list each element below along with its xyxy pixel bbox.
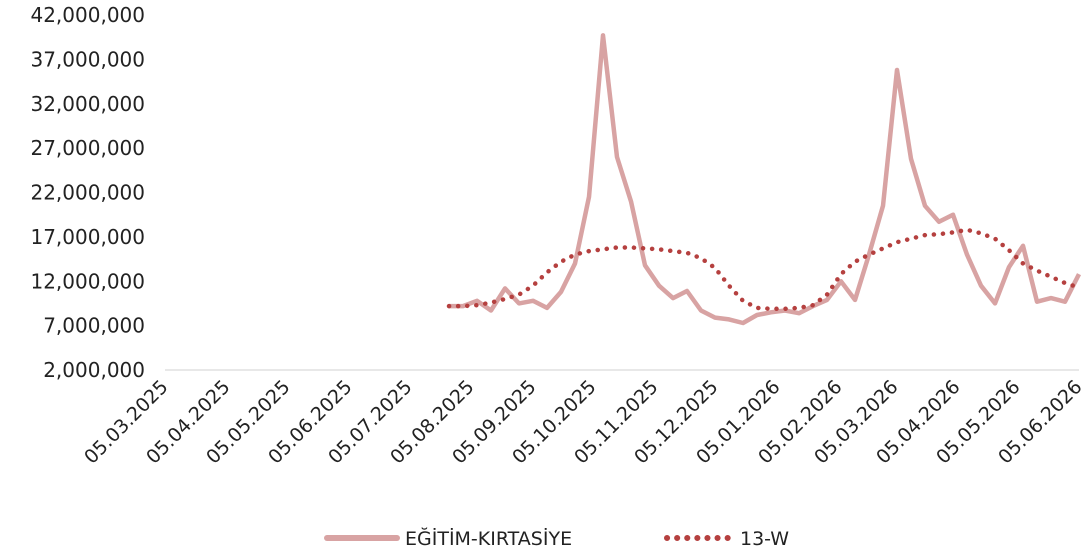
x-axis: 05.03.202505.04.202505.05.202505.06.2025… (80, 376, 1086, 468)
data-point-series-1 (602, 248, 604, 250)
plot-area (446, 33, 1082, 326)
data-point-series-1 (770, 308, 772, 310)
y-tick-label: 37,000,000 (30, 47, 145, 71)
y-tick-label: 7,000,000 (43, 314, 145, 338)
y-tick-label: 2,000,000 (43, 358, 145, 382)
data-point-series-1 (1078, 287, 1080, 289)
legend-label-eğitim-kırtasiye: EĞİTİM-KIRTASİYE (405, 526, 572, 550)
data-point-series-1 (910, 238, 912, 240)
series-line-13-w (446, 227, 1082, 312)
y-tick-label: 42,000,000 (30, 3, 145, 27)
y-axis: 2,000,000 7,000,000 12,000,000 17,000,000 22… (30, 3, 145, 382)
data-point-series-1 (938, 233, 940, 235)
data-point-series-1 (1050, 276, 1052, 278)
y-tick-label: 22,000,000 (30, 181, 145, 205)
y-tick-label: 32,000,000 (30, 92, 145, 116)
y-tick-label: 27,000,000 (30, 136, 145, 160)
data-point-series-1 (798, 307, 800, 309)
data-point-series-1 (700, 257, 702, 259)
data-point-series-1 (714, 267, 716, 269)
y-tick-label: 17,000,000 (30, 225, 145, 249)
y-tick-label: 12,000,000 (30, 269, 145, 293)
legend-label-13-w: 13-W (740, 528, 789, 550)
legend: EĞİTİM-KIRTASİYE 13-W (324, 526, 789, 550)
series-line-egitim-kirtasiye (449, 33, 1082, 326)
data-point-series-1 (490, 302, 492, 304)
